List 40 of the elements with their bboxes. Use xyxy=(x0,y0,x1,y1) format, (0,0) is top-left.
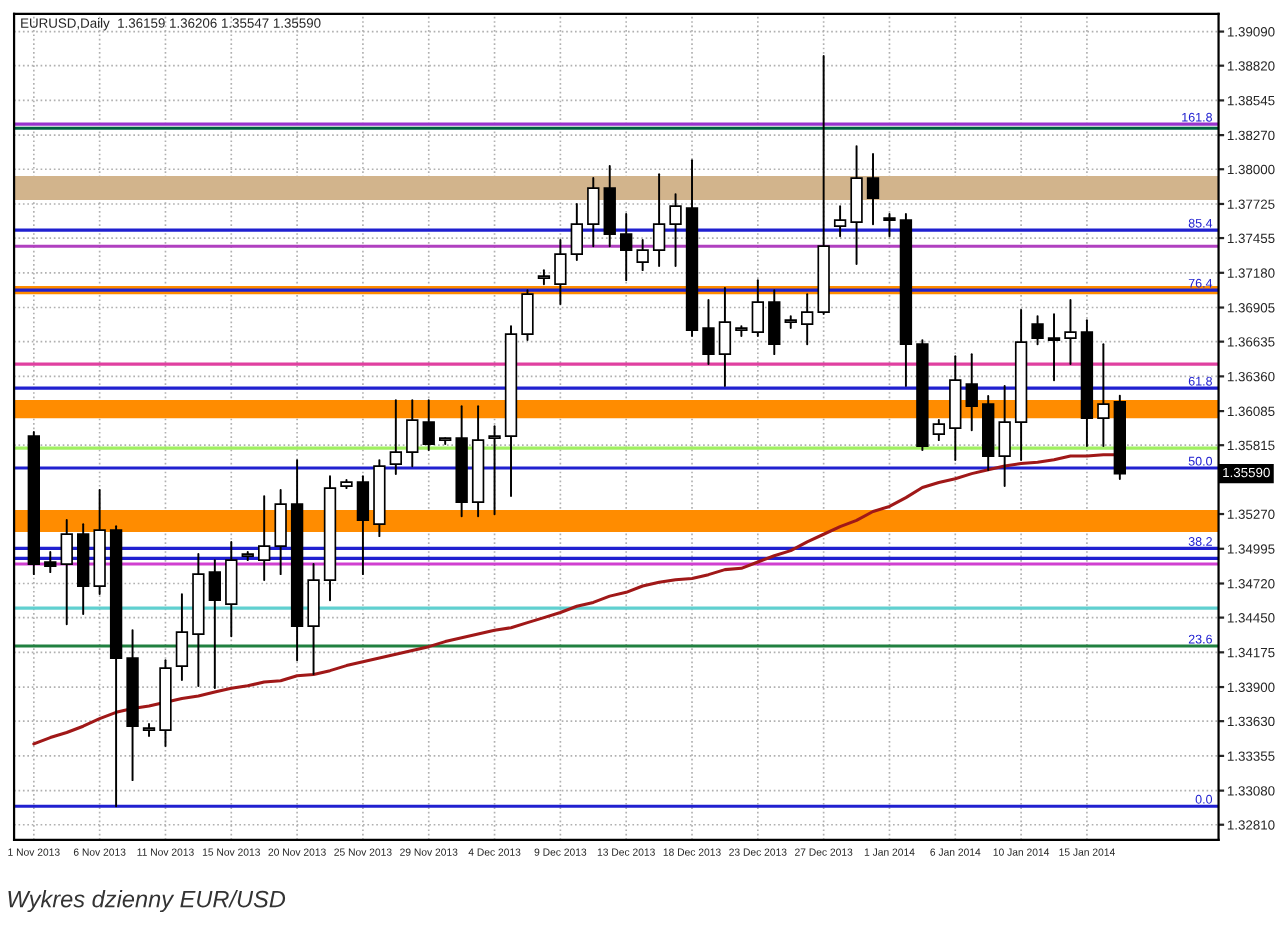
candlestick xyxy=(554,239,567,306)
candlestick xyxy=(1064,299,1077,366)
candlestick xyxy=(1047,313,1061,382)
candlestick xyxy=(406,399,419,468)
text: Wykres dzienny EUR/USD xyxy=(8,890,286,913)
candlestick xyxy=(932,419,946,442)
candlestick xyxy=(850,145,863,266)
candlestick xyxy=(636,239,649,272)
candlestick xyxy=(225,541,238,638)
candlestick xyxy=(702,299,715,366)
candlestick xyxy=(768,289,781,356)
candlestick xyxy=(521,289,534,342)
candlestick xyxy=(620,213,633,282)
candlestick xyxy=(718,287,732,388)
candlestick xyxy=(422,399,435,452)
candlestick xyxy=(965,353,978,432)
candlestick xyxy=(949,355,962,462)
candlestick xyxy=(60,519,73,626)
candlestick xyxy=(587,177,600,248)
candlestick xyxy=(603,165,616,248)
candlestick xyxy=(998,385,1011,488)
candlestick xyxy=(570,203,584,262)
candlestick xyxy=(833,205,847,238)
candlestick xyxy=(389,399,403,476)
candlestick xyxy=(669,193,682,268)
candlestick xyxy=(1097,343,1110,448)
candlestick xyxy=(1031,315,1044,346)
candlestick xyxy=(274,489,287,576)
candlestick xyxy=(866,153,880,226)
candlestick xyxy=(175,593,189,682)
candlestick xyxy=(652,173,666,268)
candlestick xyxy=(883,213,896,238)
candlestick xyxy=(801,293,814,346)
candlestick xyxy=(356,475,370,576)
candlestick xyxy=(751,279,765,338)
candlestick xyxy=(208,559,222,690)
candlestick xyxy=(307,563,320,676)
candlestick xyxy=(258,495,271,582)
candlestick xyxy=(44,551,57,574)
candlestick xyxy=(488,425,501,516)
